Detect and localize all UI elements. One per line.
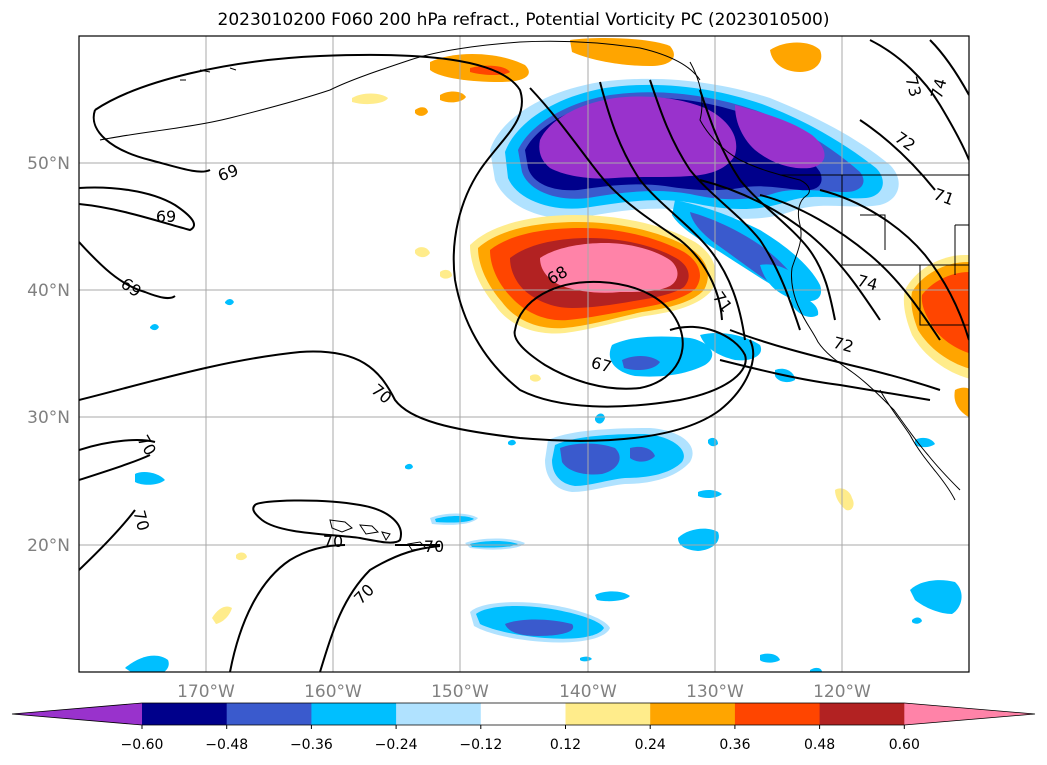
colorbar-tick-label: −0.60 [121,737,164,753]
map-frame [78,35,970,673]
colorbar-segment [480,703,566,725]
contour-label: 69 [215,160,241,185]
contour-label: 70 [368,380,396,408]
longitude-labels: 170°W 160°W 150°W 140°W 130°W 120°W [177,682,871,702]
contour-label: 69 [156,207,176,226]
contour-label: 69 [117,274,145,301]
lon-label-160w: 160°W [304,682,362,702]
colorbar-segment [311,703,397,725]
lon-label-130w: 130°W [686,682,744,702]
lon-label-170w: 170°W [177,682,235,702]
colorbar-tick-label: 0.12 [550,737,581,753]
contour-label: 70 [133,432,160,459]
colorbar-segment [734,703,821,725]
lat-label-20: 20°N [27,536,70,556]
grid-lines [79,36,969,672]
lon-label-140w: 140°W [559,682,617,702]
colorbar-tick-label: −0.48 [205,737,248,753]
coastlines [99,40,969,551]
colorbar-segment [396,703,482,725]
lat-label-50: 50°N [27,154,70,174]
colorbar-tick-label: 0.24 [635,737,666,753]
contour-label: 70 [424,537,444,556]
colorbar-tick-label: −0.24 [375,737,418,753]
colorbar-segment [819,703,905,725]
colorbar: −0.60 −0.48 −0.36 −0.24 −0.12 0.12 0.24 0.36 0.4… [11,702,1036,753]
colorbar-tick-label: 0.36 [719,737,750,753]
latitude-labels: 50°N 40°N 30°N 20°N [27,154,70,556]
colorbar-tick-label: −0.12 [459,737,502,753]
colorbar-segment [650,703,736,725]
contour-label: 71 [931,184,957,209]
contour-label: 74 [927,76,951,101]
contour-label: 70 [323,532,343,551]
contour-label: 74 [855,271,880,295]
lon-label-120w: 120°W [813,682,871,702]
contour-label: 72 [891,128,919,155]
colorbar-segment [226,703,312,725]
lon-label-150w: 150°W [431,682,489,702]
colorbar-segment [142,703,228,725]
contour-label: 71 [709,288,736,316]
colorbar-tick-label: −0.36 [290,737,333,753]
contour-label: 73 [902,74,926,99]
map-title: 2023010200 F060 200 hPa refract., Potent… [217,10,830,30]
contour-label: 70 [350,580,378,608]
contour-label: 72 [831,333,856,357]
contour-label: 67 [589,353,614,377]
colorbar-tick-label: 0.60 [889,737,920,753]
pv-filled-areas [125,38,969,672]
lat-label-30: 30°N [27,408,70,428]
lat-label-40: 40°N [27,281,70,301]
colorbar-extend-high [904,703,1035,725]
refractivity-contours [79,39,969,672]
colorbar-tick-label: 0.48 [804,737,835,753]
colorbar-extend-low [12,703,142,725]
contour-label: 70 [130,508,154,533]
colorbar-segment [565,703,651,725]
